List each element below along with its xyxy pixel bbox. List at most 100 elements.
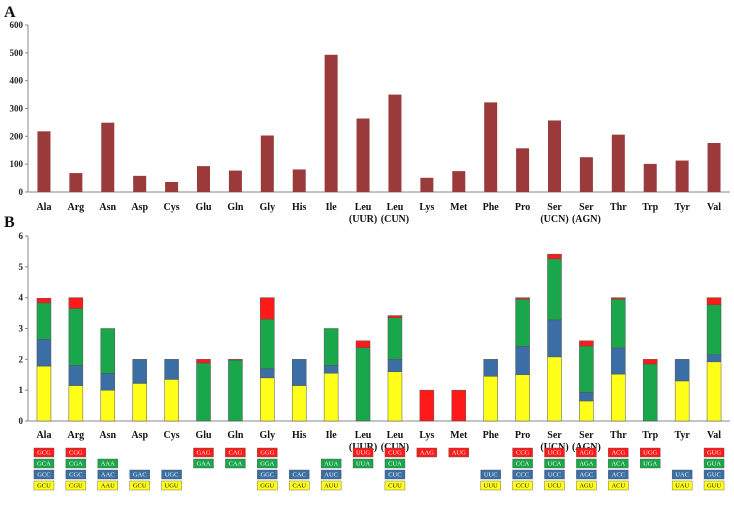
codon-box bbox=[544, 480, 565, 491]
codon-label: UCU bbox=[548, 483, 562, 490]
codon-label: GCC bbox=[37, 472, 50, 479]
panel-a-bar bbox=[388, 94, 402, 192]
codon-legend-table: GCU GCC GCA GCG CGU CGC CGA CGG AAU AAC AAA GCU GAC U… bbox=[33, 447, 725, 491]
codon-box bbox=[65, 469, 87, 480]
codon-label: AAU bbox=[101, 483, 115, 490]
codon-label: GUG bbox=[707, 450, 721, 457]
codon-label: CAU bbox=[292, 483, 306, 490]
panel-a-y-tick-label: 200 bbox=[10, 131, 24, 141]
codon-box bbox=[416, 447, 438, 458]
panel-b-bar-segment bbox=[451, 389, 467, 422]
panel-a-x-tick-label: Ile bbox=[326, 202, 338, 213]
panel-b-bar-segment bbox=[706, 297, 722, 306]
codon-box bbox=[33, 458, 55, 469]
panel-a-bar bbox=[228, 170, 242, 192]
panel-b-x-tick-label: Tyr bbox=[674, 430, 690, 441]
panel-b-bar-segment bbox=[706, 354, 722, 363]
codon-label: GGC bbox=[260, 472, 274, 479]
panel-b-x-tick-label: Met bbox=[450, 430, 468, 441]
panel-a-x-tick-label: Thr bbox=[610, 202, 627, 213]
codon-label: AUG bbox=[452, 450, 466, 457]
panel-a-bar bbox=[420, 177, 434, 192]
codon-box bbox=[129, 480, 150, 491]
codon-box bbox=[608, 480, 629, 491]
codon-box bbox=[97, 469, 118, 480]
panel-a-x-tick-label: Glu bbox=[195, 202, 212, 213]
codon-label: CGU bbox=[69, 483, 83, 490]
panel-a-x-tick-label: Trp bbox=[642, 202, 658, 213]
panel-b-bar-segment bbox=[579, 340, 594, 347]
codon-box bbox=[225, 458, 246, 469]
codon-label: ACC bbox=[612, 472, 625, 479]
panel-a-x-tick-label: Phe bbox=[483, 202, 500, 213]
codon-box bbox=[257, 469, 278, 480]
codon-box bbox=[257, 480, 278, 491]
codon-label: GGA bbox=[260, 461, 274, 468]
panel-b-bar-segment bbox=[260, 319, 275, 369]
panel-a-x-tick-label: Met bbox=[450, 202, 468, 213]
codon-box bbox=[703, 447, 725, 458]
codon-box bbox=[161, 469, 182, 480]
panel-b-bar-segment bbox=[260, 368, 275, 379]
codon-box bbox=[289, 469, 310, 480]
codon-box bbox=[65, 480, 87, 491]
panel-b-bar-segment bbox=[323, 372, 339, 422]
panel-b-x-tick-label: Gly bbox=[260, 430, 276, 441]
panel-b-bar-segment bbox=[611, 373, 626, 422]
codon-box bbox=[320, 458, 342, 469]
panel-b-x-tick-label: Arg bbox=[68, 430, 85, 441]
panel-a-bar bbox=[452, 171, 466, 192]
panel-b-bar-segment bbox=[36, 365, 52, 422]
codon-box bbox=[97, 458, 118, 469]
panel-a-x-tick-label: (AGN) bbox=[572, 214, 601, 225]
codon-label: GUU bbox=[707, 483, 721, 490]
panel-b-y-tick-label: 1 bbox=[19, 385, 24, 395]
panel-a-bar bbox=[579, 157, 593, 192]
panel-b-y-tick-label: 2 bbox=[19, 354, 24, 364]
codon-box bbox=[576, 458, 597, 469]
panel-b-x-tick-label: Leu bbox=[387, 430, 404, 441]
codon-label: GGG bbox=[260, 450, 274, 457]
panel-b-x-tick-label: Phe bbox=[483, 430, 500, 441]
panel-a-bar bbox=[675, 160, 689, 192]
codon-label: AAG bbox=[420, 450, 434, 457]
codon-box bbox=[33, 447, 55, 458]
codon-label: GUA bbox=[707, 461, 721, 468]
panel-a-x-tick-label: Gly bbox=[260, 202, 276, 213]
panel-b-y-tick-label: 6 bbox=[19, 231, 24, 241]
codon-box bbox=[640, 458, 661, 469]
panel-b-bar-segment bbox=[291, 385, 307, 422]
codon-box bbox=[512, 458, 533, 469]
panel-b-bar-segment bbox=[611, 297, 626, 300]
panel-b-x-tick-label: Ser bbox=[547, 430, 562, 441]
panel-b-bar-segment bbox=[164, 379, 179, 422]
panel-b-x-tick-label: Asp bbox=[131, 430, 148, 441]
codon-box bbox=[65, 458, 87, 469]
panel-b-bar-segment bbox=[547, 356, 562, 422]
codon-label: GGU bbox=[260, 483, 274, 490]
panel-a-bar bbox=[69, 173, 83, 192]
panel-a-x-tick-label: Ser bbox=[579, 202, 594, 213]
codon-label: UUU bbox=[484, 483, 498, 490]
panel-a-x-tick-label: Arg bbox=[68, 202, 85, 213]
panel-b-x-tick-label: Leu bbox=[355, 430, 372, 441]
panel-b-bar-segment bbox=[547, 258, 562, 321]
codon-label: CUC bbox=[388, 472, 401, 479]
codon-label: UAC bbox=[675, 472, 689, 479]
panel-b-bar-segment bbox=[515, 374, 530, 422]
panel-b-bar-segment bbox=[387, 371, 403, 422]
panel-b-x-tick-label: Cys bbox=[164, 430, 180, 441]
panel-b-x-tick-label: Gln bbox=[227, 430, 244, 441]
codon-box bbox=[352, 447, 374, 458]
panel-b-bar-segment bbox=[674, 359, 690, 382]
codon-label: AAA bbox=[101, 461, 115, 468]
codon-label: UGG bbox=[643, 450, 657, 457]
codon-box bbox=[384, 469, 406, 480]
codon-label: CAG bbox=[229, 450, 243, 457]
panel-b-bar-segment bbox=[387, 317, 403, 360]
panel-b-bar-segment bbox=[68, 297, 84, 309]
panel-a-x-tick-label: Lys bbox=[419, 202, 434, 213]
panel-b-x-tick-label: Asn bbox=[99, 430, 116, 441]
codon-box bbox=[703, 458, 725, 469]
